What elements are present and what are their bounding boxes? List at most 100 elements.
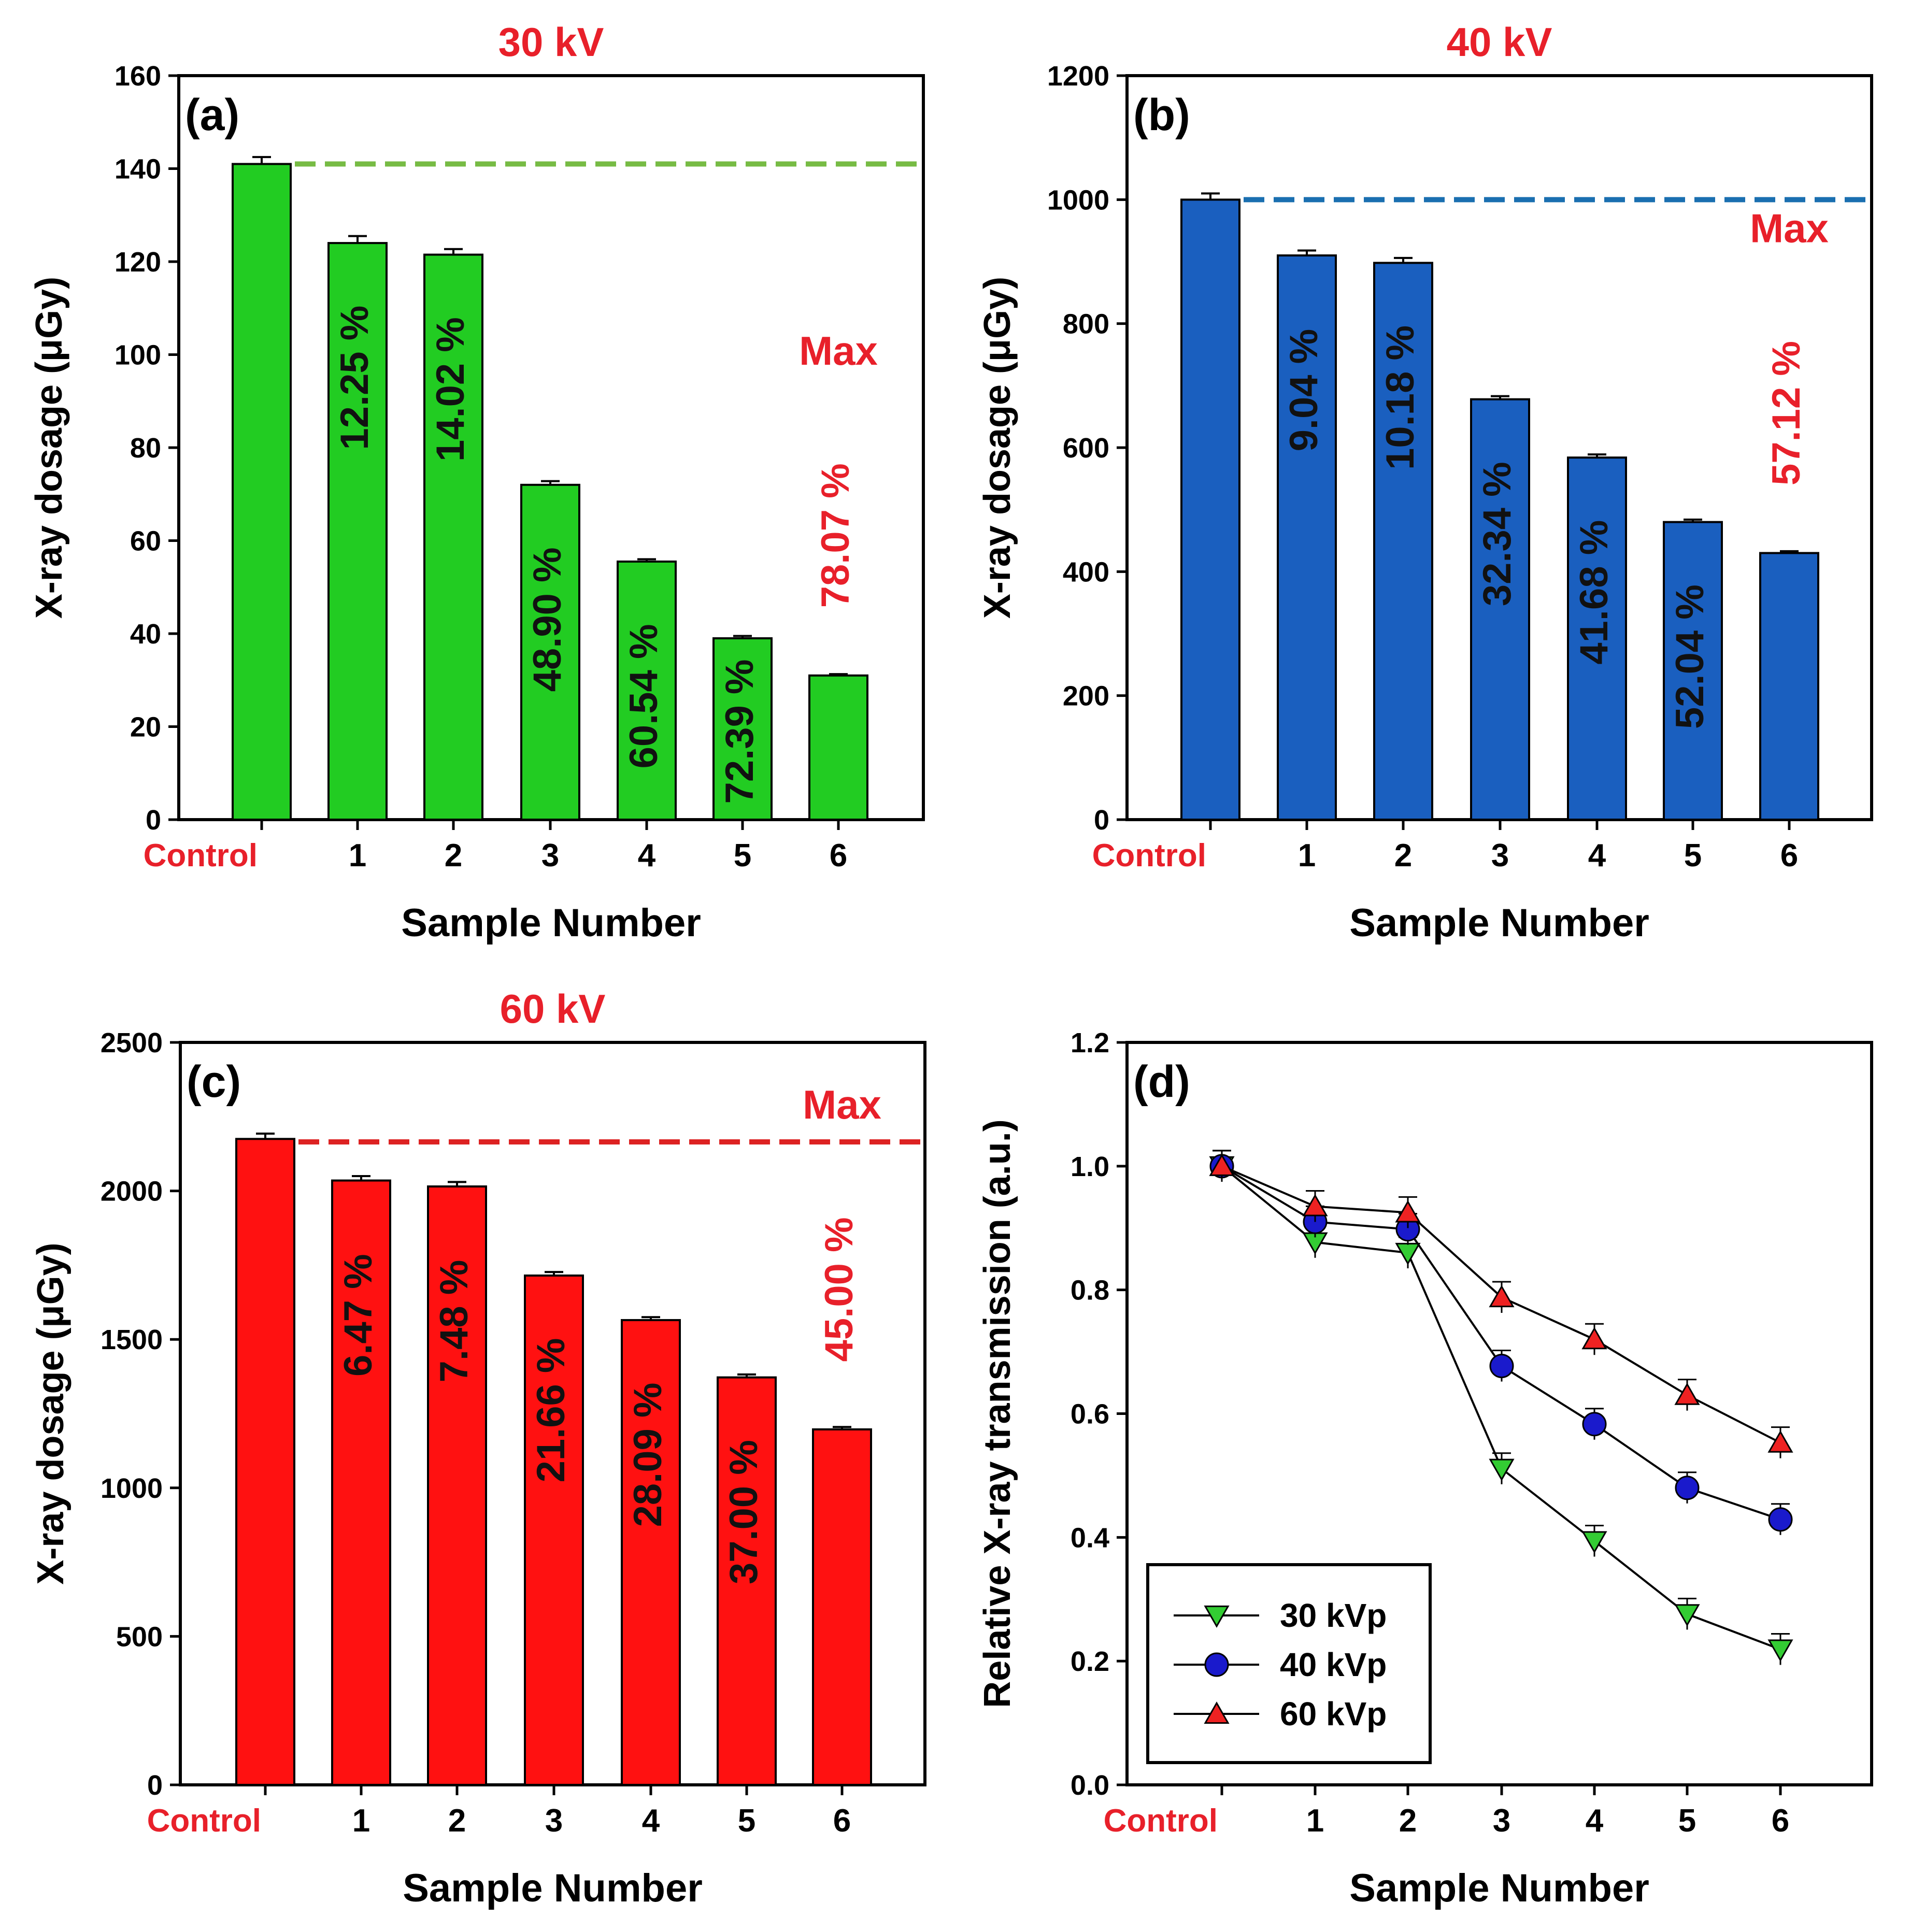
percent-label: 48.90 % (525, 547, 569, 692)
bar (235, 1138, 295, 1786)
data-point (1489, 1458, 1515, 1481)
percent-label: 41.68 % (1572, 520, 1616, 665)
x-tick-label: 6 (830, 838, 847, 874)
y-axis-label: X-ray dosage (μGy) (28, 277, 70, 619)
x-tick-label: 1 (1298, 838, 1316, 874)
y-tick-label: 1500 (101, 1324, 163, 1355)
y-tick-label: 0 (147, 1770, 163, 1801)
y-tick-label: 160 (115, 61, 161, 92)
y-tick-label: 600 (1063, 433, 1109, 464)
data-point (1209, 1153, 1235, 1176)
data-point (1675, 1476, 1700, 1500)
data-point (1204, 1605, 1230, 1628)
x-tick-label: Control (1104, 1803, 1218, 1839)
percent-label: 7.48 % (432, 1260, 476, 1383)
panel-label: (b) (1133, 90, 1190, 140)
data-point (1581, 1327, 1607, 1350)
x-tick-label: 3 (1493, 1803, 1510, 1839)
y-axis-label: X-ray dosage (μGy) (977, 277, 1018, 619)
bar (808, 674, 868, 821)
data-point (1489, 1285, 1515, 1308)
y-tick-label: 1000 (1047, 184, 1109, 216)
panel-label: (d) (1133, 1057, 1190, 1107)
data-point (1768, 1507, 1793, 1532)
x-tick-label: 2 (448, 1803, 466, 1839)
y-axis-label: Relative X-ray transmission (a.u.) (977, 1119, 1018, 1708)
percent-label: 6.47 % (336, 1254, 380, 1377)
chart-title: 60 kV (500, 986, 606, 1032)
max-label: Max (799, 328, 878, 374)
bar (1277, 254, 1337, 821)
y-tick-label: 1000 (101, 1473, 163, 1504)
percent-label: 9.04 % (1282, 329, 1326, 452)
y-tick-label: 2000 (101, 1176, 163, 1207)
percent-label: 10.18 % (1378, 325, 1422, 470)
bar (232, 163, 292, 821)
y-tick-label: 1.2 (1071, 1027, 1109, 1058)
data-point (1674, 1604, 1700, 1627)
y-tick-label: 1200 (1047, 61, 1109, 92)
data-point (1767, 1639, 1793, 1662)
legend-label: 40 kVp (1280, 1646, 1387, 1683)
chart-title: 40 kV (1447, 19, 1552, 65)
x-tick-label: 3 (541, 838, 559, 874)
y-tick-label: 40 (130, 619, 161, 650)
y-tick-label: 1.0 (1071, 1151, 1109, 1182)
x-tick-label: 1 (349, 838, 366, 874)
data-point (1767, 1430, 1793, 1453)
bar (617, 560, 677, 821)
x-tick-label: 5 (734, 838, 751, 874)
x-tick-label: 4 (1586, 1803, 1604, 1839)
panel-a-30kv-chart: 0 20 40 60 80 100 120 140 160 Control 1 2 3 4 5 6 Sample… (28, 19, 925, 945)
x-axis-label: Sample Number (1349, 901, 1649, 945)
legend-label: 30 kVp (1280, 1597, 1387, 1634)
x-tick-label: 3 (1491, 838, 1509, 874)
data-point (1204, 1652, 1229, 1677)
bar (427, 1185, 487, 1786)
data-point (1395, 1200, 1421, 1223)
bar (1567, 456, 1627, 821)
y-tick-label: 2500 (101, 1027, 163, 1058)
x-tick-label: 4 (638, 838, 656, 874)
y-tick-label: 80 (130, 433, 161, 464)
percent-label: 12.25 % (333, 306, 377, 450)
bar (327, 242, 388, 821)
y-tick-label: 200 (1063, 681, 1109, 712)
y-tick-label: 140 (115, 154, 161, 185)
x-tick-label: 6 (833, 1803, 851, 1839)
data-point (1204, 1701, 1230, 1724)
data-point (1395, 1242, 1421, 1265)
y-tick-label: 20 (130, 712, 161, 743)
x-tick-label: Control (1092, 838, 1206, 874)
y-tick-label: 0.4 (1071, 1522, 1109, 1553)
x-tick-label: 1 (352, 1803, 370, 1839)
y-tick-label: 0.0 (1071, 1770, 1109, 1801)
x-tick-label: 5 (738, 1803, 755, 1839)
data-point (1581, 1531, 1607, 1554)
data-point (1302, 1194, 1328, 1217)
x-tick-label: 5 (1684, 838, 1702, 874)
percent-label: 28.09 % (626, 1382, 670, 1527)
x-axis-label: Sample Number (403, 1866, 703, 1910)
percent-label: 14.02 % (429, 317, 473, 462)
panel-label: (c) (187, 1057, 241, 1107)
panel-b-40kv-chart: 0 200 400 600 800 1000 1200 Control 1 2 3 4 5 6 Sample… (977, 19, 1873, 945)
x-tick-label: 4 (1588, 838, 1606, 874)
x-tick-label: 2 (1399, 1803, 1417, 1839)
y-tick-label: 120 (115, 247, 161, 278)
y-tick-label: 0.2 (1071, 1646, 1109, 1677)
y-tick-label: 400 (1063, 556, 1109, 588)
bar (331, 1179, 391, 1786)
y-tick-label: 0 (146, 805, 161, 836)
x-axis-label: Sample Number (1349, 1866, 1649, 1910)
percent-label: 78.07 % (814, 463, 858, 608)
percent-label: 57.12 % (1764, 341, 1808, 485)
bar (1180, 198, 1240, 821)
x-axis-label: Sample Number (401, 901, 701, 945)
data-point (1489, 1354, 1514, 1379)
y-tick-label: 0 (1094, 805, 1109, 836)
max-label: Max (1750, 205, 1829, 251)
y-tick-label: 0.8 (1071, 1275, 1109, 1306)
bar (812, 1428, 872, 1786)
